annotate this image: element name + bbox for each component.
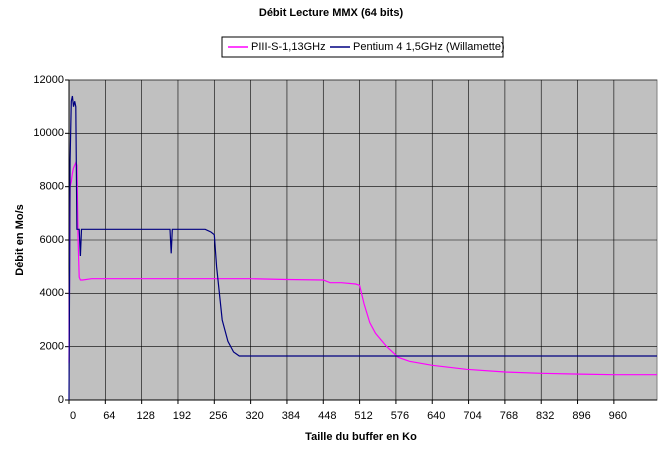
legend-label: PIII-S-1,13GHz bbox=[251, 41, 326, 53]
x-tick-label: 384 bbox=[282, 410, 300, 422]
x-tick-label: 192 bbox=[173, 410, 191, 422]
legend-label: Pentium 4 1,5GHz (Willamette) bbox=[353, 41, 505, 53]
x-tick-label: 576 bbox=[391, 410, 409, 422]
chart-title: Débit Lecture MMX (64 bits) bbox=[259, 7, 404, 19]
x-tick-label: 64 bbox=[103, 410, 115, 422]
x-tick-label: 896 bbox=[572, 410, 590, 422]
x-tick-label: 960 bbox=[609, 410, 627, 422]
y-tick-label: 10000 bbox=[33, 127, 64, 139]
x-tick-label: 768 bbox=[500, 410, 518, 422]
y-tick-label: 4000 bbox=[40, 287, 64, 299]
y-tick-label: 6000 bbox=[40, 234, 64, 246]
x-tick-label: 0 bbox=[70, 410, 76, 422]
y-tick-label: 8000 bbox=[40, 181, 64, 193]
x-tick-label: 448 bbox=[318, 410, 336, 422]
x-tick-label: 256 bbox=[209, 410, 227, 422]
y-tick-label: 2000 bbox=[40, 341, 64, 353]
x-tick-label: 640 bbox=[427, 410, 445, 422]
x-tick-label: 128 bbox=[136, 410, 154, 422]
x-tick-label: 320 bbox=[245, 410, 263, 422]
legend bbox=[221, 36, 504, 58]
y-tick-label: 12000 bbox=[33, 74, 64, 86]
y-tick-label: 0 bbox=[58, 394, 64, 406]
x-tick-label: 832 bbox=[536, 410, 554, 422]
y-axis-label: Débit en Mo/s bbox=[14, 204, 26, 276]
series-line bbox=[68, 95, 657, 401]
x-axis-label: Taille du buffer en Ko bbox=[305, 431, 417, 443]
x-tick-label: 512 bbox=[354, 410, 372, 422]
x-tick-label: 704 bbox=[463, 410, 481, 422]
